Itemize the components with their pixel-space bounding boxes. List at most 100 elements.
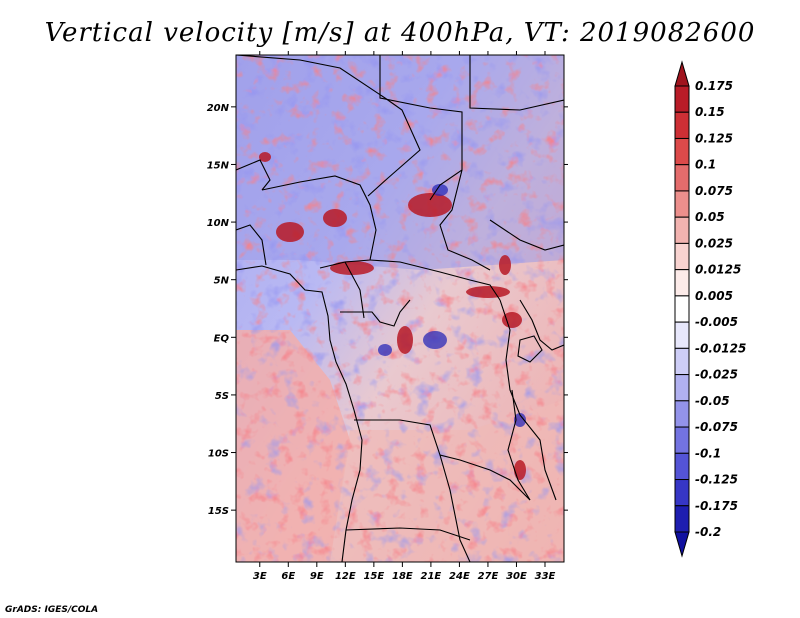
- ascent-cell: [330, 261, 374, 275]
- border-nigeria: [261, 175, 377, 269]
- border-chad-sudan: [439, 169, 491, 271]
- colorbar-level-label: 0.005: [695, 289, 733, 303]
- colorbar-level-label: 0.075: [695, 184, 733, 198]
- y-tick-label: 15S: [208, 506, 229, 517]
- colorbar-bin: [674, 426, 690, 454]
- border-car: [369, 259, 501, 301]
- coastline-west-africa: [236, 265, 363, 562]
- ascent-cell: [514, 460, 526, 480]
- x-tick-label: 24E: [449, 571, 470, 582]
- ascent-cell: [466, 286, 510, 298]
- ascent-cell: [499, 255, 511, 275]
- border-cameroon: [344, 261, 365, 319]
- border-sudan-ethiopia: [469, 55, 564, 111]
- colorbar-bin: [674, 137, 690, 166]
- x-tick-label: 33E: [535, 571, 556, 582]
- descent-cell: [423, 331, 447, 349]
- grads-credit: GrADS: IGES/COLA: [5, 605, 98, 615]
- ascent-cell: [397, 326, 413, 354]
- border-libya-sudan: [379, 55, 463, 201]
- colorbar-bin: [674, 347, 690, 376]
- x-tick-label: 21E: [421, 571, 442, 582]
- border-mali-mauritania: [236, 159, 271, 191]
- colorbar-bin: [674, 164, 690, 192]
- map-frame: [235, 54, 565, 563]
- ascent-cell: [502, 312, 522, 328]
- colorbar-level-label: -0.125: [695, 473, 738, 487]
- colorbar-bin: [674, 374, 690, 402]
- x-tick-label: 18E: [392, 571, 413, 582]
- colorbar-level-label: -0.0125: [695, 341, 746, 355]
- descent-cell: [432, 184, 448, 196]
- descent-cell: [378, 344, 392, 356]
- colorbar-level-label: 0.175: [695, 79, 733, 93]
- x-tick-label: 15E: [363, 571, 384, 582]
- y-tick-label: 20N: [207, 103, 230, 114]
- y-tick-label: EQ: [214, 333, 230, 344]
- border-niger-chad: [236, 55, 421, 197]
- border-south-sudan: [489, 219, 564, 251]
- x-tick-label: 12E: [335, 571, 356, 582]
- colorbar-level-label: -0.175: [695, 499, 738, 513]
- y-tick-label: 15N: [207, 160, 230, 171]
- colorbar-bin: [674, 242, 690, 271]
- colorbar-level-label: 0.0125: [695, 263, 741, 277]
- colorbar-level-label: -0.005: [695, 315, 738, 329]
- colorbar-bin: [674, 505, 690, 533]
- x-axis: 3E 6E 9E 12E 15E 18E 21E 24E 27E 30E 33E: [253, 51, 556, 582]
- x-tick-label: 3E: [253, 571, 267, 582]
- colorbar-bin: [674, 479, 690, 507]
- border-drc-east: [499, 299, 557, 501]
- colorbar-bin: [674, 269, 690, 297]
- x-tick-label: 6E: [281, 571, 295, 582]
- colorbar-bin: [674, 321, 690, 349]
- border-namibia: [345, 527, 471, 541]
- y-axis: 20N 15N 10N 5N EQ 5S 10S 15S: [207, 103, 568, 517]
- colorbar-bin: [674, 452, 690, 481]
- x-tick-label: 9E: [310, 571, 324, 582]
- strong-descent-cells: [378, 184, 526, 427]
- colorbar-bin: [674, 216, 690, 244]
- colorbar-level-label: -0.05: [695, 394, 730, 408]
- border-congo: [340, 299, 411, 327]
- ascent-cell: [323, 209, 347, 227]
- ascent-cell: [276, 222, 304, 242]
- colorbar-level-label: 0.025: [695, 236, 733, 250]
- colorbar-bin: [674, 295, 690, 323]
- colorbar-bin: [674, 85, 690, 113]
- y-tick-label: 10N: [207, 218, 230, 229]
- chart-title: Vertical velocity [m/s] at 400hPa, VT: 2…: [45, 18, 756, 48]
- ascent-cell: [259, 152, 271, 162]
- border-east-lakes: [507, 389, 531, 501]
- x-tick-label: 27E: [478, 571, 499, 582]
- y-tick-label: 10S: [208, 449, 229, 460]
- map-panel: [236, 55, 564, 562]
- lake-victoria: [517, 335, 543, 363]
- strong-ascent-cells: [259, 152, 526, 480]
- border-west-small: [236, 224, 267, 266]
- colorbar-bin: [674, 190, 690, 218]
- colorbar-level-label: -0.075: [695, 420, 738, 434]
- colorbar-level-label: 0.05: [695, 210, 725, 224]
- velocity-noise-field: [236, 55, 564, 562]
- colorbar-bin: [674, 400, 690, 428]
- colorbar-level-label: 0.125: [695, 131, 733, 145]
- descent-cell: [514, 413, 526, 427]
- colorbar-bottom-triangle: [674, 531, 690, 558]
- colorbar-level-label: 0.1: [695, 158, 716, 172]
- ascent-cell: [408, 193, 452, 217]
- colorbar-level-label: -0.025: [695, 368, 738, 382]
- colorbar: 0.175 0.15 0.125 0.1 0.075 0.05 0.025 0.0125 0.0…: [674, 60, 746, 558]
- colorbar-bin: [674, 111, 690, 139]
- y-tick-label: 5S: [215, 391, 229, 402]
- y-tick-label: 5N: [214, 276, 230, 287]
- border-drc-south: [354, 419, 531, 501]
- border-uganda-kenya: [519, 299, 564, 351]
- colorbar-level-label: 0.15: [695, 105, 725, 119]
- colorbar-top-triangle: [674, 60, 690, 87]
- x-tick-label: 30E: [506, 571, 527, 582]
- border-angola-zambia: [439, 454, 471, 562]
- colorbar-level-label: -0.2: [695, 525, 721, 539]
- country-borders: [236, 55, 564, 562]
